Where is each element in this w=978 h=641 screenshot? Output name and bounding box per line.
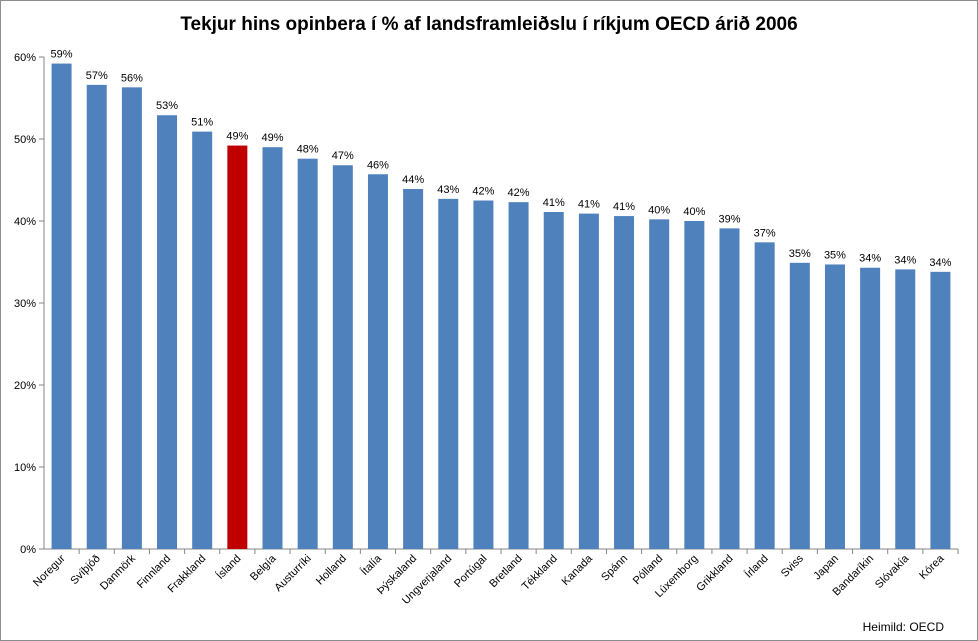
x-tick-label: Sviss [779, 552, 806, 579]
data-label: 49% [261, 132, 283, 144]
bar [438, 198, 459, 550]
y-tick-label: 60% [14, 52, 36, 64]
bar [860, 267, 881, 549]
bar [297, 158, 318, 549]
data-label: 40% [648, 204, 670, 216]
x-tick-label: Japan [811, 553, 841, 583]
data-label: 53% [156, 100, 178, 112]
x-tick-label: Belgía [248, 552, 279, 583]
x-tick-label: Frakkland [166, 553, 209, 596]
data-label: 37% [754, 227, 776, 239]
x-tick-label: Kórea [917, 552, 947, 582]
data-label: 34% [859, 253, 881, 265]
data-label: 57% [86, 70, 108, 82]
chart-title: Tekjur hins opinbera í % af landsframlei… [180, 14, 798, 35]
y-tick-label: 30% [14, 298, 36, 310]
data-label: 49% [226, 131, 248, 143]
bar [684, 221, 705, 549]
bar [930, 271, 951, 549]
data-label: 42% [508, 187, 530, 199]
data-label: 35% [824, 249, 846, 261]
data-label: 43% [437, 184, 459, 196]
x-tick-label: Portúgal [452, 553, 489, 590]
x-tick-label: Tékkland [520, 553, 560, 593]
y-tick-label: 50% [14, 134, 36, 146]
y-tick-label: 0% [20, 544, 36, 556]
bar [754, 242, 775, 549]
x-tick-label: Noregur [31, 552, 68, 589]
bar [649, 219, 670, 550]
bar [262, 147, 283, 549]
bar [51, 63, 72, 550]
x-tick-label: Kanada [560, 552, 596, 588]
data-label: 39% [718, 213, 740, 225]
x-tick-label: Svíþjóð [68, 553, 102, 587]
data-label: 41% [543, 197, 565, 209]
data-label: 46% [367, 159, 389, 171]
bar [578, 213, 599, 549]
data-label: 34% [929, 257, 951, 269]
x-tick-label: Ítalía [358, 551, 385, 578]
data-label: 42% [472, 186, 494, 198]
data-label: 51% [191, 117, 213, 129]
x-tick-label: Grikkland [694, 553, 735, 594]
bar [473, 200, 494, 549]
data-label: 47% [332, 150, 354, 162]
data-label: 41% [578, 199, 600, 211]
data-label: 34% [894, 254, 916, 266]
y-tick-label: 40% [14, 216, 36, 228]
bar [367, 174, 388, 549]
bar [895, 269, 916, 549]
bar [614, 216, 635, 549]
bar [332, 165, 353, 550]
x-tick-label: Slóvakía [873, 552, 912, 591]
x-tick-label: Írland [742, 552, 771, 581]
y-tick-label: 20% [14, 380, 36, 392]
bar [121, 87, 142, 549]
data-label: 44% [402, 174, 424, 186]
data-label: 48% [297, 144, 319, 156]
x-tick-label: Spánn [599, 553, 630, 584]
x-tick-label: Danmörk [98, 552, 138, 592]
bar [508, 202, 529, 549]
x-tick-label: Ísland [214, 552, 244, 582]
bar [403, 189, 424, 549]
bar [157, 115, 178, 549]
x-tick-label: Holland [314, 553, 349, 588]
x-tick-label: Pólland [631, 553, 665, 587]
bar [824, 264, 845, 549]
bar [543, 211, 564, 550]
source-note: Heimild: OECD [862, 620, 944, 634]
y-tick-label: 10% [14, 462, 36, 474]
bar [227, 145, 248, 549]
bar [719, 228, 740, 549]
data-label: 35% [789, 248, 811, 260]
data-label: 41% [613, 201, 635, 213]
x-tick-label: Austurríki [272, 553, 313, 594]
data-label: 40% [683, 206, 705, 218]
bar [192, 131, 213, 549]
bar [789, 262, 810, 549]
data-label: 59% [51, 49, 73, 61]
data-label: 56% [121, 72, 143, 84]
bar [86, 84, 107, 549]
